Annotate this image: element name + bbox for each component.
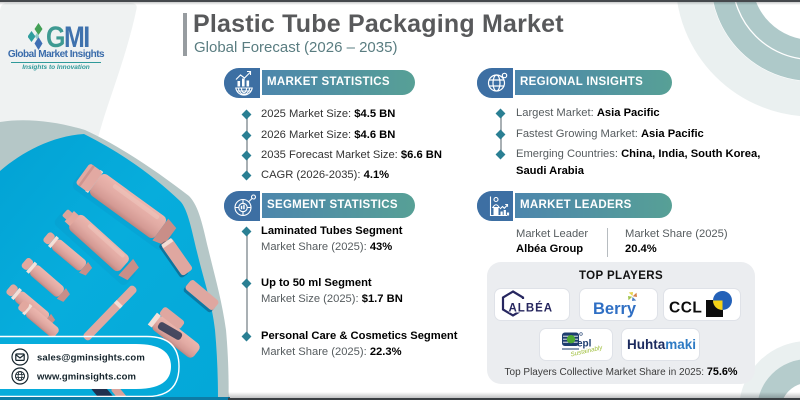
svg-text:Huhtamaki: Huhtamaki bbox=[627, 337, 696, 352]
svg-text:Berry: Berry bbox=[593, 300, 637, 318]
svg-text:epl: epl bbox=[577, 339, 592, 350]
svg-text:CCL: CCL bbox=[669, 300, 702, 317]
svg-text:sales@gminsights.com: sales@gminsights.com bbox=[37, 353, 145, 364]
svg-text:www.gminsights.com: www.gminsights.com bbox=[36, 372, 136, 383]
svg-text:ALBÉA: ALBÉA bbox=[509, 302, 554, 315]
